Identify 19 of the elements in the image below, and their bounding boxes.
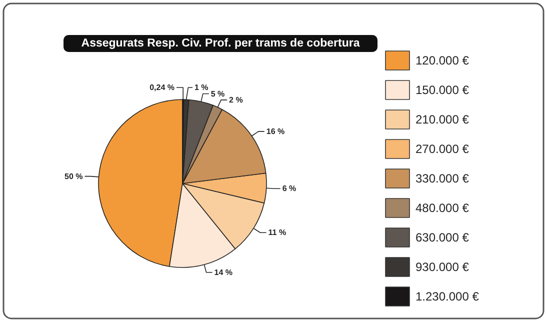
data-label: 50 % [64,172,83,181]
data-label: 16 % [266,126,285,136]
legend-label: 270.000 € [416,142,470,156]
data-label: 2 % [229,95,243,104]
data-label: 0,24 % [150,83,174,92]
legend-label: 330.000 € [416,172,470,186]
legend-label: 930.000 € [416,260,470,274]
legend-label: 1.230.000 € [416,290,480,304]
legend-label: 150.000 € [416,83,470,97]
data-label: 11 % [268,228,286,238]
data-label: 14 % [214,268,233,277]
legend-label: 480.000 € [416,201,470,215]
data-label: 1 % [194,83,208,92]
legend-label: 210.000 € [416,112,470,126]
data-label: 6 % [282,184,296,194]
chart-title: Assegurats Resp. Civ. Prof. per trams de cobertura [81,38,360,50]
legend-label: 630.000 € [416,230,470,244]
data-label: 5 % [210,89,225,98]
legend-label: 120.000 € [416,54,470,68]
